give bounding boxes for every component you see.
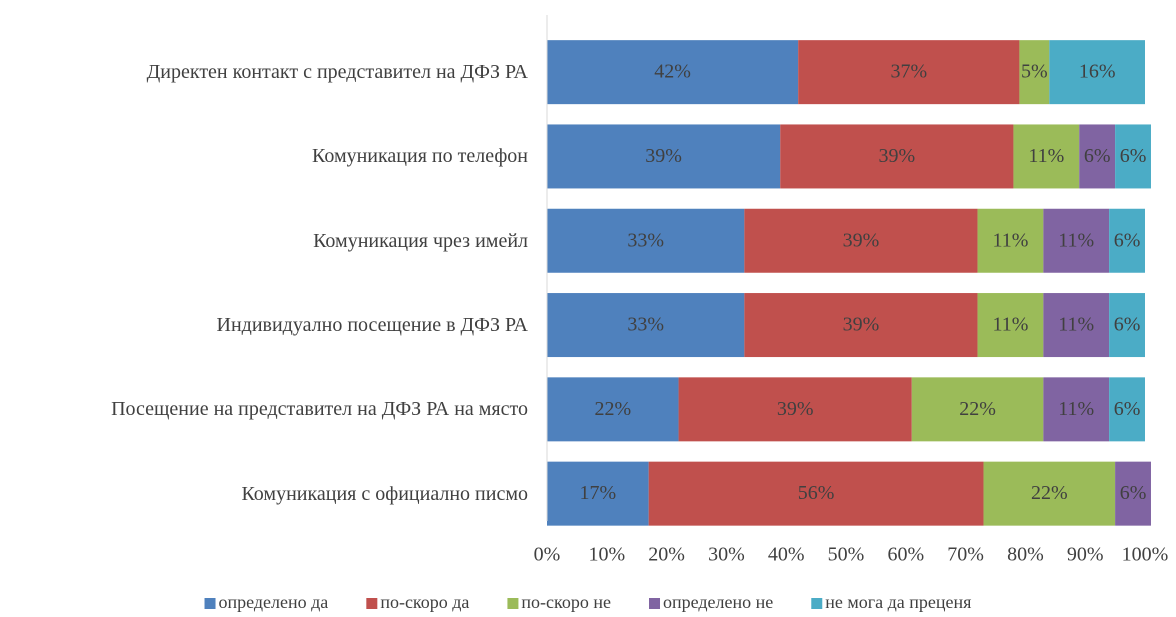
- bar-segment: [1115, 461, 1151, 526]
- bar-segment: [1109, 293, 1145, 358]
- data-label: 56%: [798, 482, 835, 504]
- category-label: Комуникация по телефон: [311, 145, 528, 168]
- data-label: 22%: [1031, 482, 1068, 504]
- data-label: 6%: [1120, 482, 1147, 504]
- bar-segment: [547, 124, 781, 189]
- x-tick-label: 30%: [708, 544, 745, 566]
- bar-segment: [1019, 40, 1050, 105]
- bar-segment: [977, 293, 1044, 358]
- bar-segment: [983, 461, 1116, 526]
- legend-label: определено не: [663, 592, 773, 612]
- x-tick-label: 90%: [1067, 544, 1104, 566]
- data-label: 11%: [992, 229, 1028, 251]
- data-label: 42%: [654, 61, 691, 83]
- data-label: 22%: [959, 398, 996, 420]
- legend-swatch: [204, 598, 216, 609]
- legend-swatch: [649, 598, 661, 609]
- data-label: 6%: [1084, 145, 1111, 167]
- data-label: 22%: [594, 398, 631, 420]
- data-label: 6%: [1114, 314, 1141, 336]
- bar-segment: [780, 124, 1014, 189]
- legend-label: не мога да преценя: [825, 592, 971, 612]
- data-label: 16%: [1079, 61, 1116, 83]
- category-label: Комуникация с официално писмо: [241, 482, 528, 505]
- bar-segment: [547, 377, 679, 442]
- legend-swatch: [507, 598, 519, 609]
- data-label: 37%: [890, 61, 927, 83]
- data-label: 11%: [992, 314, 1028, 336]
- data-label: 11%: [1058, 229, 1094, 251]
- bar-segment: [547, 40, 799, 105]
- x-tick-label: 100%: [1122, 544, 1169, 566]
- data-label: 6%: [1114, 229, 1141, 251]
- x-tick-label: 50%: [828, 544, 865, 566]
- bar-segment: [1043, 208, 1110, 273]
- data-label: 33%: [627, 314, 664, 336]
- category-label: Индивидуално посещение в ДФЗ РА: [216, 314, 529, 337]
- bar-segment: [547, 293, 745, 358]
- category-label: Посещение на представител на ДФЗ РА на м…: [111, 398, 528, 421]
- bar-segment: [1043, 377, 1110, 442]
- data-label: 39%: [878, 145, 915, 167]
- bar-segment: [547, 461, 649, 526]
- bar-segment: [1079, 124, 1116, 189]
- data-label: 6%: [1120, 145, 1147, 167]
- bar-segment: [1115, 124, 1151, 189]
- bar-segment: [648, 461, 984, 526]
- data-label: 39%: [645, 145, 682, 167]
- bar-segment: [547, 208, 745, 273]
- legend-swatch: [366, 598, 378, 609]
- x-tick-label: 40%: [768, 544, 805, 566]
- data-label: 11%: [1058, 398, 1094, 420]
- legend-label: по-скоро не: [521, 592, 611, 612]
- bar-segment: [744, 293, 978, 358]
- x-tick-label: 60%: [887, 544, 924, 566]
- bar-segment: [1109, 208, 1145, 273]
- legend-swatch: [811, 598, 823, 609]
- x-tick-label: 80%: [1007, 544, 1044, 566]
- bar-segment: [1109, 377, 1145, 442]
- data-label: 39%: [843, 314, 880, 336]
- data-label: 33%: [627, 229, 664, 251]
- bar-segment: [798, 40, 1020, 105]
- data-label: 11%: [1028, 145, 1064, 167]
- legend-label: по-скоро да: [380, 592, 469, 612]
- bar-segment: [678, 377, 912, 442]
- data-label: 39%: [843, 229, 880, 251]
- x-tick-label: 70%: [947, 544, 984, 566]
- data-label: 6%: [1114, 398, 1141, 420]
- category-label: Комуникация чрез имейл: [313, 229, 528, 252]
- bar-segment: [744, 208, 978, 273]
- data-label: 5%: [1021, 61, 1048, 83]
- data-label: 11%: [1058, 314, 1094, 336]
- x-tick-label: 10%: [588, 544, 625, 566]
- bar-segment: [977, 208, 1044, 273]
- x-tick-label: 20%: [648, 544, 685, 566]
- data-label: 39%: [777, 398, 814, 420]
- legend-label: определено да: [219, 592, 329, 612]
- bar-segment: [1013, 124, 1080, 189]
- bar-segment: [1049, 40, 1145, 105]
- category-label: Директен контакт с представител на ДФЗ Р…: [146, 61, 528, 84]
- bar-segment: [1043, 293, 1110, 358]
- data-label: 17%: [579, 482, 616, 504]
- bar-segment: [911, 377, 1044, 442]
- x-tick-label: 0%: [534, 544, 561, 566]
